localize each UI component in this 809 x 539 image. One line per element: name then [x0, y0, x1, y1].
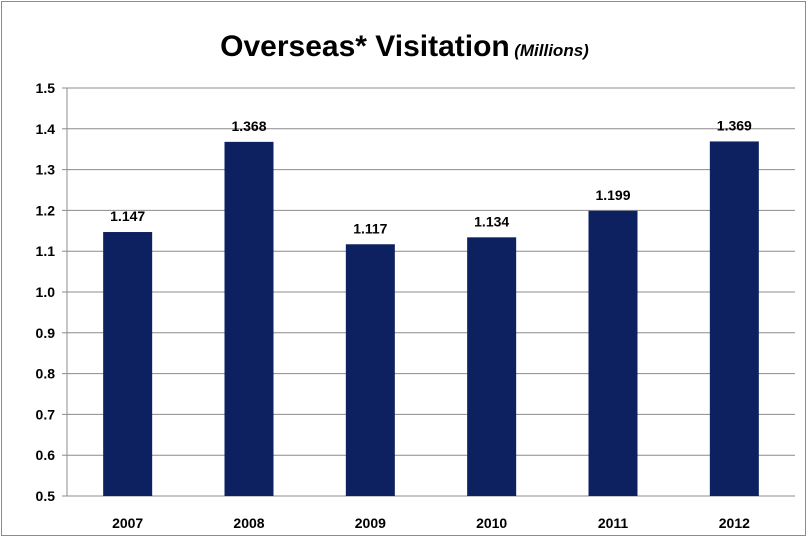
y-tick-label: 0.8 [36, 366, 56, 382]
y-tick-label: 1.5 [36, 80, 56, 96]
bar [224, 141, 274, 496]
data-label: 1.147 [110, 208, 145, 224]
bar [709, 141, 759, 496]
data-label: 1.199 [595, 187, 630, 203]
y-tick-label: 1.2 [36, 202, 56, 218]
y-tick-label: 1.3 [36, 162, 56, 178]
y-tick-label: 1.0 [36, 284, 56, 300]
y-tick-label: 0.9 [36, 325, 56, 341]
y-tick-label: 1.4 [36, 121, 56, 137]
chart-title: Overseas* Visitation (Millions) [0, 30, 809, 64]
x-tick-label: 2012 [719, 515, 750, 531]
chart-title-main: Overseas* Visitation [220, 30, 510, 63]
bar [588, 210, 638, 497]
bar [345, 244, 395, 496]
data-label: 1.368 [231, 118, 266, 134]
x-tick-label: 2008 [233, 515, 264, 531]
bar [467, 237, 517, 496]
x-tick-label: 2010 [476, 515, 507, 531]
data-label: 1.117 [353, 220, 387, 236]
y-tick-label: 0.5 [36, 488, 56, 504]
y-tick-label: 0.7 [36, 406, 56, 422]
data-label: 1.369 [717, 117, 752, 133]
y-tick-label: 0.6 [36, 447, 56, 463]
data-label: 1.134 [474, 213, 509, 229]
x-tick-label: 2011 [598, 515, 629, 531]
chart-title-subtitle: (Millions) [514, 41, 589, 60]
bar [103, 232, 153, 497]
x-tick-label: 2009 [355, 515, 386, 531]
y-tick-label: 1.1 [36, 243, 56, 259]
x-tick-label: 2007 [112, 515, 143, 531]
